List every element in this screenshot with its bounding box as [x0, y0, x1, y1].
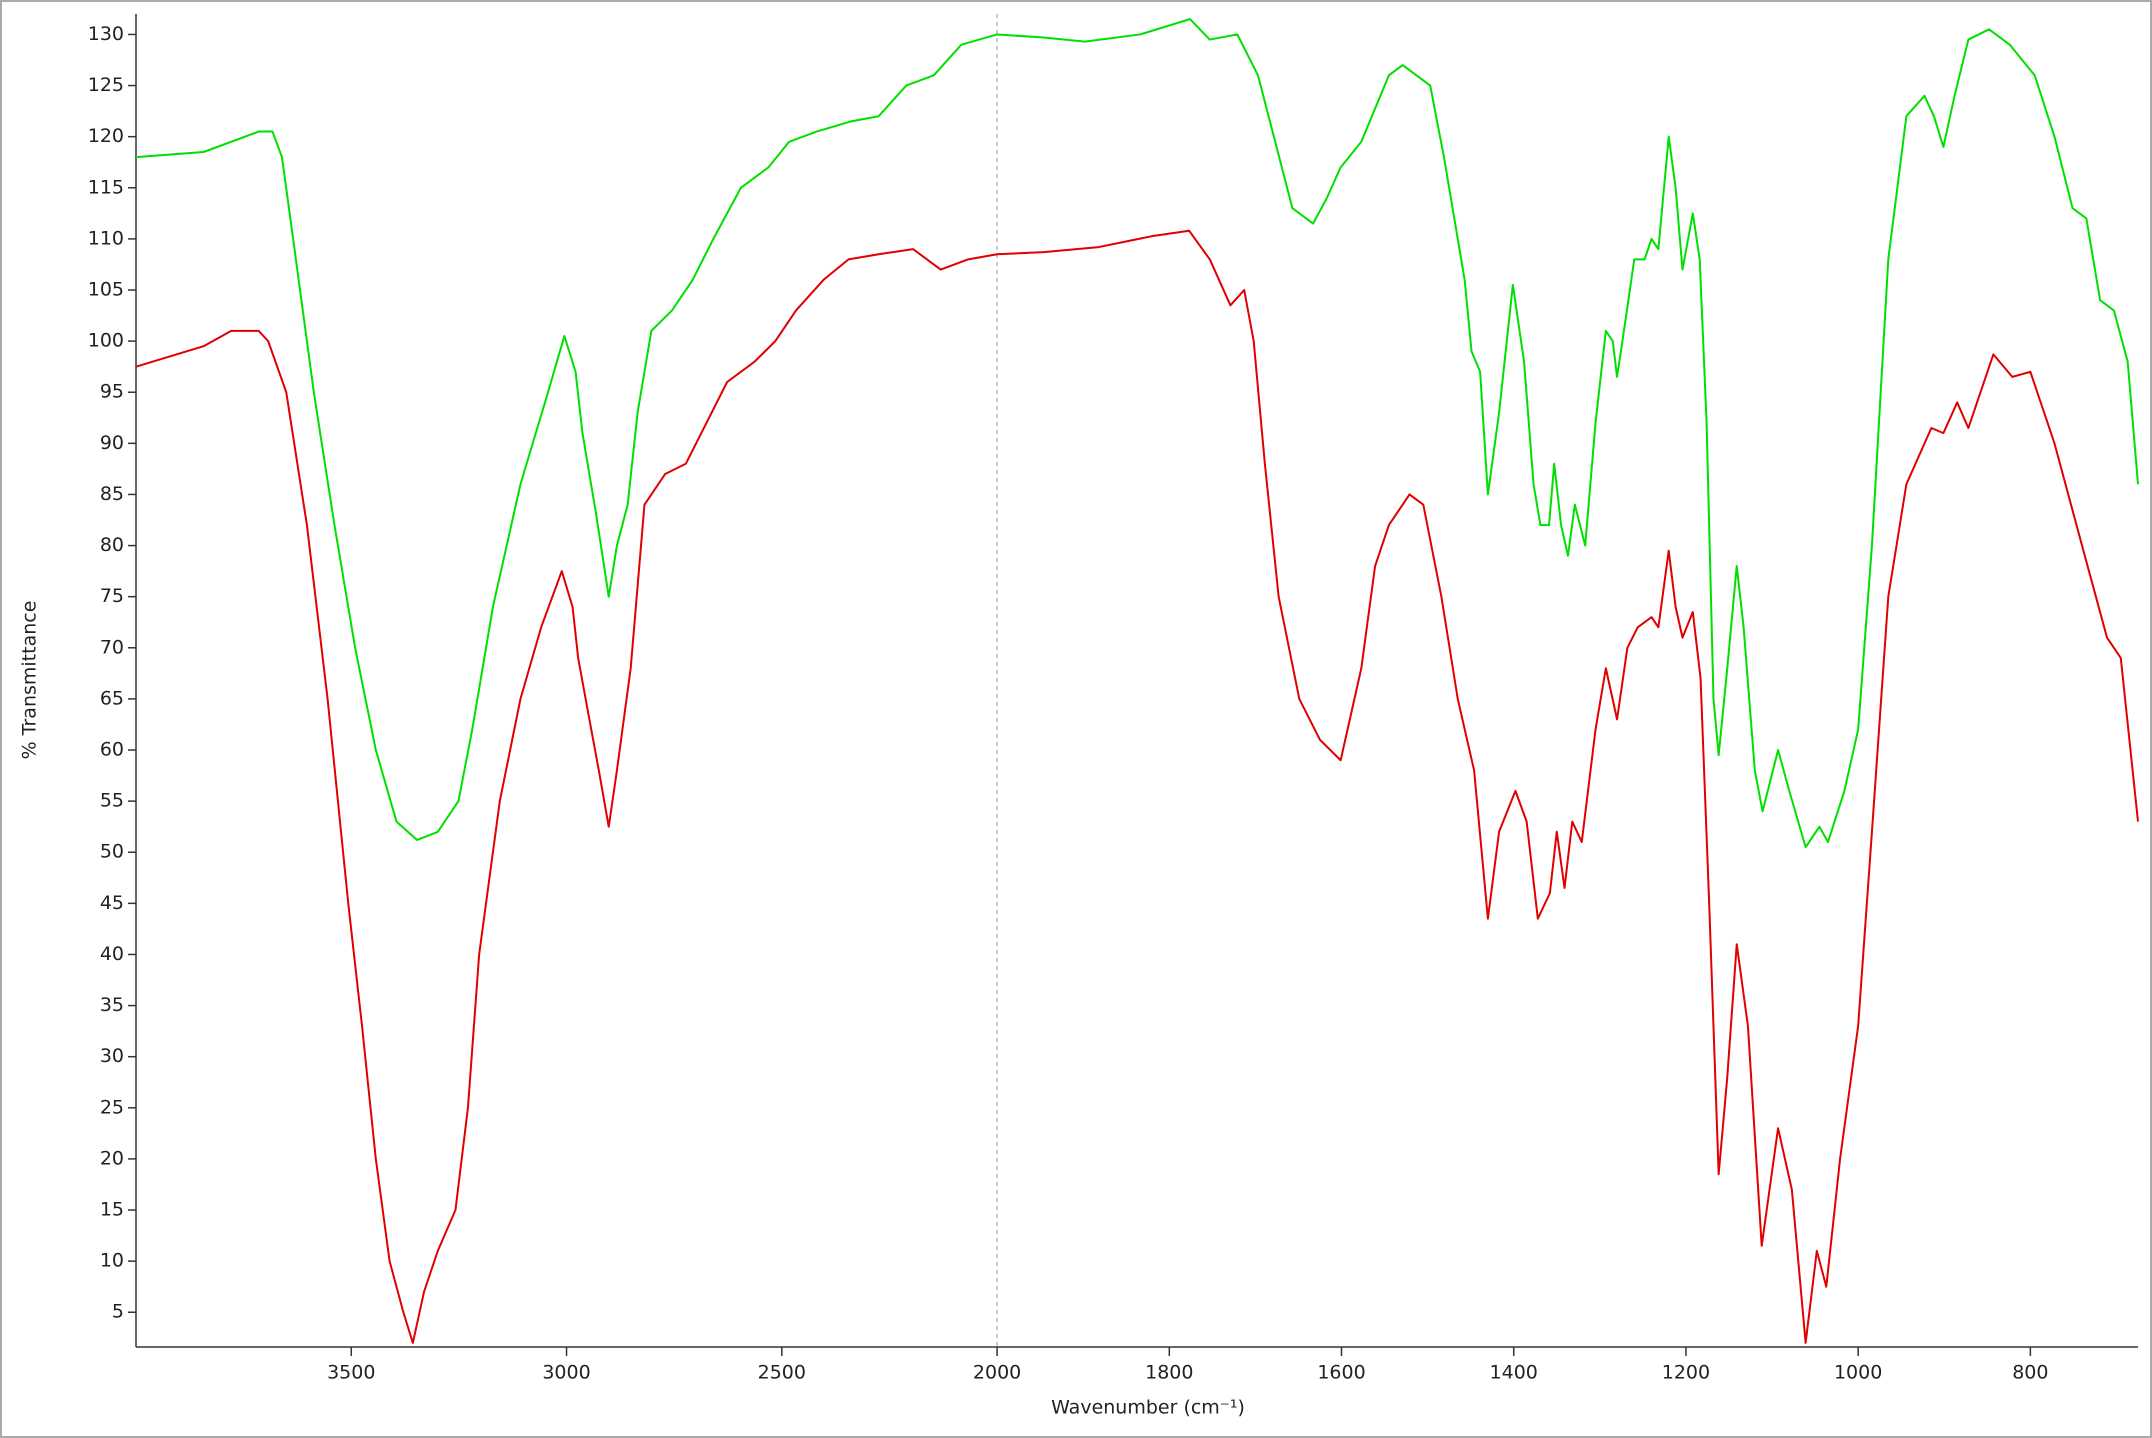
x-tick-label: 1600: [1317, 1362, 1365, 1384]
y-tick-label: 5: [112, 1301, 124, 1323]
y-tick-label: 100: [88, 330, 124, 352]
y-tick-label: 25: [100, 1096, 124, 1118]
spectrum-line: [135, 229, 2139, 1344]
y-tick-label: 95: [100, 381, 124, 403]
y-tick-label: 130: [88, 23, 124, 45]
y-tick-label: 105: [88, 279, 124, 301]
x-tick-label: 800: [2012, 1362, 2048, 1384]
y-tick-label: 85: [100, 483, 124, 505]
y-tick-label: 35: [100, 994, 124, 1016]
y-tick-label: 80: [100, 534, 124, 556]
y-tick-label: 70: [100, 636, 124, 658]
y-tick-label: 55: [100, 790, 124, 812]
y-tick-label: 15: [100, 1199, 124, 1221]
x-tick-label: 3000: [542, 1362, 590, 1384]
x-axis-title: Wavenumber (cm⁻¹): [1051, 1397, 1245, 1419]
x-tick-label: 1400: [1490, 1362, 1538, 1384]
y-tick-label: 10: [100, 1250, 124, 1272]
x-tick-label: 2500: [758, 1362, 806, 1384]
spectrum-line: [135, 18, 2139, 849]
y-tick-label: 125: [88, 74, 124, 96]
y-tick-label: 20: [100, 1147, 124, 1169]
y-tick-label: 40: [100, 943, 124, 965]
y-tick-label: 65: [100, 687, 124, 709]
y-axis-title: % Transmittance: [19, 601, 41, 760]
x-tick-label: 1200: [1662, 1362, 1710, 1384]
y-tick-label: 120: [88, 125, 124, 147]
y-tick-label: 115: [88, 176, 124, 198]
y-tick-label: 75: [100, 585, 124, 607]
x-tick-label: 1000: [1834, 1362, 1882, 1384]
y-tick-label: 90: [100, 432, 124, 454]
y-tick-label: 110: [88, 227, 124, 249]
x-tick-label: 1800: [1145, 1362, 1193, 1384]
x-tick-label: 2000: [973, 1362, 1021, 1384]
y-tick-label: 45: [100, 892, 124, 914]
y-tick-label: 30: [100, 1045, 124, 1067]
y-tick-label: 60: [100, 739, 124, 761]
y-tick-label: 50: [100, 841, 124, 863]
x-tick-label: 3500: [327, 1362, 375, 1384]
